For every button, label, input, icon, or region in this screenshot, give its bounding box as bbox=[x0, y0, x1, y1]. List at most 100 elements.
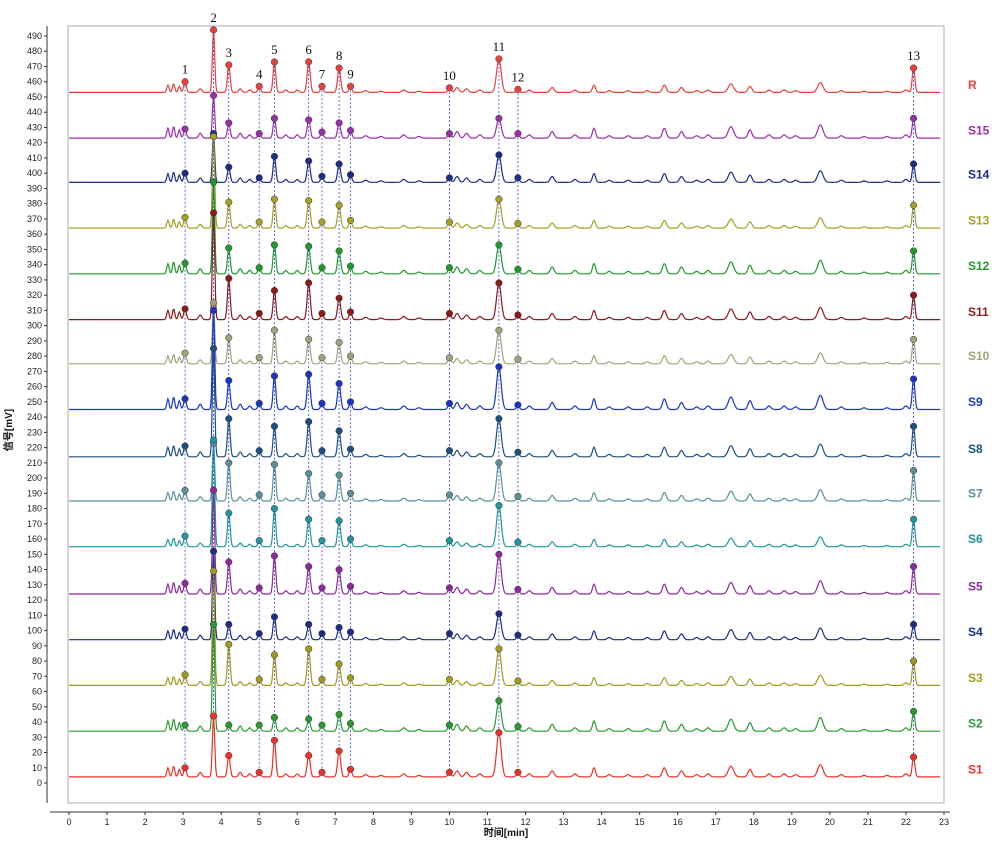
y-tick-label: 320 bbox=[27, 290, 42, 300]
x-tick-label: 3 bbox=[181, 817, 186, 827]
peak-marker bbox=[270, 114, 278, 122]
y-tick-label: 280 bbox=[27, 351, 42, 361]
peak-marker bbox=[181, 349, 189, 357]
x-tick-label: 21 bbox=[863, 817, 873, 827]
peak-marker bbox=[181, 125, 189, 133]
series-label-r: R bbox=[968, 78, 977, 92]
y-tick-label: 430 bbox=[27, 122, 42, 132]
peak-marker bbox=[514, 585, 522, 593]
peak-marker bbox=[270, 152, 278, 160]
x-tick-label: 1 bbox=[105, 817, 110, 827]
peak-marker bbox=[346, 262, 355, 270]
y-tick-label: 170 bbox=[27, 519, 42, 529]
x-tick-label: 8 bbox=[371, 817, 376, 827]
peak-number-label: 7 bbox=[319, 66, 326, 81]
peak-marker bbox=[225, 198, 233, 206]
peak-marker bbox=[335, 247, 343, 255]
peak-marker bbox=[335, 747, 343, 755]
peak-marker bbox=[255, 584, 263, 592]
peak-marker bbox=[305, 645, 313, 653]
y-tick-label: 390 bbox=[27, 183, 42, 193]
peak-marker bbox=[514, 538, 522, 546]
x-tick-label: 7 bbox=[333, 817, 338, 827]
peak-marker bbox=[514, 130, 522, 138]
y-tick-label: 400 bbox=[27, 168, 42, 178]
peak-marker bbox=[514, 355, 522, 363]
x-tick-label: 5 bbox=[257, 817, 262, 827]
y-tick-label: 190 bbox=[27, 488, 42, 498]
trace-s6 bbox=[69, 439, 941, 548]
x-tick-label: 13 bbox=[559, 817, 569, 827]
trace-r bbox=[69, 29, 941, 94]
peak-marker bbox=[210, 178, 218, 186]
peak-marker bbox=[210, 26, 218, 34]
trace-s11 bbox=[69, 212, 941, 321]
peak-marker bbox=[270, 241, 278, 249]
peak-marker bbox=[445, 537, 453, 545]
peak-marker bbox=[346, 674, 355, 682]
peak-marker bbox=[318, 354, 326, 362]
x-axis-title: 时间[min] bbox=[484, 826, 528, 839]
peak-marker bbox=[445, 768, 453, 776]
peak-marker bbox=[910, 291, 918, 299]
trace-s8 bbox=[69, 348, 941, 458]
peak-marker bbox=[210, 209, 218, 217]
trace-s7 bbox=[69, 442, 941, 502]
peak-marker bbox=[181, 625, 189, 633]
peak-marker bbox=[514, 631, 522, 639]
peak-marker bbox=[495, 610, 503, 618]
peak-marker bbox=[514, 448, 522, 456]
peak-marker bbox=[210, 712, 218, 720]
peak-marker bbox=[255, 721, 263, 729]
trace-s5 bbox=[69, 490, 941, 595]
peak-marker bbox=[255, 354, 263, 362]
x-tick-label: 4 bbox=[219, 817, 224, 827]
y-tick-label: 300 bbox=[27, 321, 42, 331]
peak-marker bbox=[318, 768, 326, 776]
peak-marker bbox=[305, 197, 313, 205]
x-tick-label: 23 bbox=[939, 817, 949, 827]
y-tick-label: 260 bbox=[27, 382, 42, 392]
x-tick-label: 15 bbox=[635, 817, 645, 827]
peak-marker bbox=[346, 535, 355, 543]
peak-marker bbox=[318, 630, 326, 638]
trace-s9 bbox=[69, 310, 941, 411]
series-label-s6: S6 bbox=[968, 532, 983, 546]
x-tick-label: 6 bbox=[295, 817, 300, 827]
x-tick-label: 10 bbox=[444, 817, 454, 827]
peak-marker bbox=[318, 537, 326, 545]
x-tick-label: 19 bbox=[787, 817, 797, 827]
trace-s3 bbox=[69, 571, 941, 686]
y-tick-label: 130 bbox=[27, 580, 42, 590]
peak-marker bbox=[210, 299, 218, 307]
peak-marker bbox=[910, 515, 918, 523]
axes: 0102030405060708090100110120130140150160… bbox=[27, 26, 950, 827]
peak-marker bbox=[335, 380, 343, 388]
peak-marker bbox=[495, 279, 503, 287]
y-tick-label: 350 bbox=[27, 244, 42, 254]
series-label-s7: S7 bbox=[968, 486, 983, 500]
peak-marker bbox=[346, 719, 355, 728]
peak-marker bbox=[514, 311, 522, 319]
y-tick-label: 80 bbox=[32, 656, 42, 666]
peak-marker bbox=[181, 486, 189, 494]
peak-marker bbox=[225, 119, 233, 127]
x-tick-label: 18 bbox=[749, 817, 759, 827]
trace-s15 bbox=[69, 95, 941, 139]
peak-marker bbox=[255, 537, 263, 545]
trace-s4 bbox=[69, 551, 941, 641]
y-tick-label: 70 bbox=[32, 671, 42, 681]
peak-marker bbox=[910, 375, 918, 383]
peak-number-label: 8 bbox=[336, 48, 343, 63]
y-tick-label: 410 bbox=[27, 153, 42, 163]
peak-marker bbox=[181, 579, 189, 587]
peak-marker bbox=[514, 768, 522, 776]
peak-marker bbox=[445, 130, 453, 138]
peak-marker bbox=[305, 515, 313, 523]
peak-marker bbox=[335, 119, 343, 127]
y-axis-title: 信号[mV] bbox=[2, 409, 15, 451]
peak-marker bbox=[514, 174, 522, 182]
peak-marker bbox=[318, 447, 326, 455]
